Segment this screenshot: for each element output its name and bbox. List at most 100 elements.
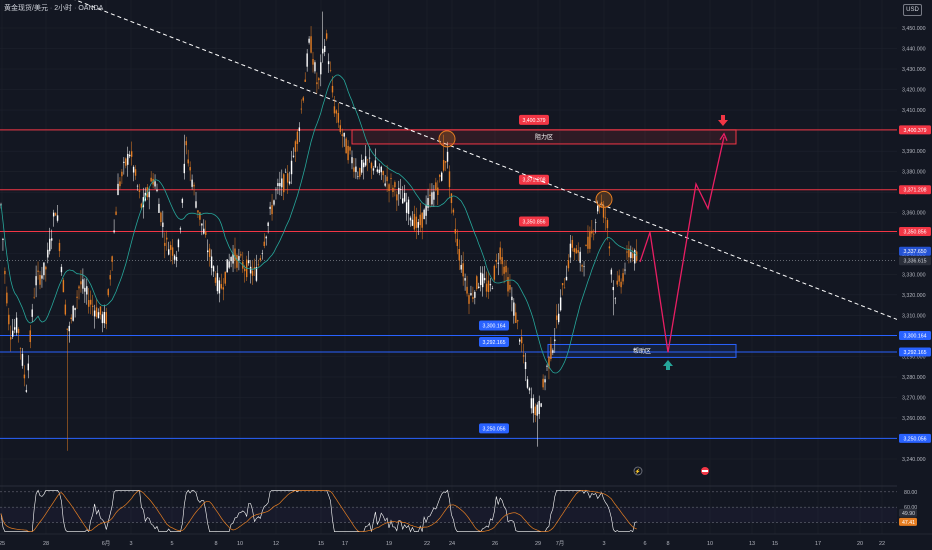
candle-body bbox=[480, 272, 482, 286]
candle-body bbox=[380, 166, 382, 173]
candle-body bbox=[249, 266, 252, 274]
symbol-name: 黄金现货/美元 bbox=[4, 5, 48, 12]
projection-path bbox=[639, 136, 725, 353]
candle-body bbox=[105, 312, 107, 325]
candle-body bbox=[333, 106, 336, 114]
candle-body bbox=[150, 177, 152, 182]
candle-body bbox=[93, 310, 96, 317]
candle-body bbox=[119, 181, 121, 187]
level-callout-box bbox=[519, 216, 549, 227]
candle-body bbox=[17, 329, 20, 334]
event-news-bar bbox=[702, 470, 708, 472]
last-price-tag bbox=[899, 256, 931, 266]
candle-body bbox=[325, 33, 328, 39]
time-tick-label: 24 bbox=[449, 541, 455, 547]
candle-body bbox=[372, 168, 375, 171]
candle-body bbox=[25, 390, 28, 392]
candle-body bbox=[501, 257, 503, 265]
candle-body bbox=[593, 233, 595, 235]
candle-body bbox=[52, 212, 55, 217]
candle-body bbox=[565, 276, 568, 281]
candle-body bbox=[177, 239, 180, 248]
candle-body bbox=[563, 287, 566, 289]
candle-body bbox=[49, 238, 51, 252]
time-tick-label: 6月 bbox=[102, 540, 111, 547]
candle-body bbox=[341, 134, 343, 136]
candle-body bbox=[39, 274, 41, 285]
candle-body bbox=[394, 182, 396, 188]
price-tick-label: 3,430.000 bbox=[902, 67, 926, 73]
candle-body bbox=[361, 159, 363, 173]
candle-body bbox=[335, 110, 338, 114]
price-tick-label: 3,440.000 bbox=[902, 47, 926, 53]
candle-body bbox=[433, 191, 435, 200]
price-tick-label: 3,360.000 bbox=[902, 211, 926, 217]
candle-body bbox=[43, 262, 45, 276]
candle-body bbox=[261, 253, 263, 254]
candle-body bbox=[507, 277, 509, 292]
time-tick-label: 26 bbox=[492, 541, 498, 547]
candle-body bbox=[546, 365, 548, 367]
candle-body bbox=[76, 296, 78, 298]
candle-body bbox=[322, 48, 324, 54]
candle-body bbox=[207, 250, 209, 253]
candle-body bbox=[253, 267, 256, 269]
candle-body bbox=[450, 193, 453, 203]
candle-body bbox=[195, 201, 197, 208]
level-callouts: 3,400.379 3,371.208 3,350.856 3,300.164 3,29… bbox=[479, 114, 549, 434]
candle-body bbox=[296, 131, 299, 144]
candle-body bbox=[23, 374, 26, 379]
candle-body bbox=[279, 183, 281, 187]
candle-body bbox=[129, 154, 131, 157]
time-tick-label: 28 bbox=[43, 541, 49, 547]
candle-body bbox=[376, 169, 379, 172]
candle-body bbox=[351, 157, 353, 164]
price-tick-label: 3,320.000 bbox=[902, 293, 926, 299]
candle-body bbox=[267, 222, 269, 226]
time-tick-label: 15 bbox=[318, 541, 324, 547]
candle-body bbox=[214, 277, 217, 283]
resistance-zone bbox=[351, 129, 737, 145]
candle-body bbox=[283, 174, 285, 193]
candle-body bbox=[347, 145, 349, 161]
candle-body bbox=[222, 287, 224, 290]
candle-body bbox=[355, 166, 357, 173]
rsi-value: 47.41 bbox=[902, 520, 915, 526]
candle-body bbox=[97, 312, 100, 319]
resistance-zone-label: 阻力区 bbox=[535, 133, 553, 141]
candle-body bbox=[251, 270, 254, 276]
candle-body bbox=[472, 297, 474, 299]
candle-body bbox=[444, 161, 447, 163]
price-axis-level-label: 3,371.208 bbox=[903, 188, 926, 194]
candle-body bbox=[111, 256, 113, 262]
last-price-label: 3,336.615 bbox=[903, 259, 926, 265]
candle-body bbox=[530, 398, 533, 409]
currency-button[interactable]: USD bbox=[903, 4, 922, 16]
candle-body bbox=[439, 174, 441, 177]
candle-body bbox=[448, 171, 451, 188]
level-callout-label: 3,300.164 bbox=[482, 324, 505, 330]
candle-body bbox=[329, 69, 332, 71]
candle-body bbox=[304, 79, 306, 82]
rsi-ma-line bbox=[0, 489, 637, 533]
candle-body bbox=[316, 82, 318, 85]
interval-label[interactable]: 2小时 bbox=[54, 5, 73, 12]
price-tick-label: 3,280.000 bbox=[902, 375, 926, 381]
candle-body bbox=[189, 167, 191, 171]
candle-body bbox=[534, 406, 536, 416]
candle-body bbox=[158, 203, 160, 213]
time-tick-label: 7月 bbox=[556, 540, 565, 547]
candle-body bbox=[581, 265, 583, 267]
candle-body bbox=[431, 192, 433, 205]
candle-body bbox=[154, 181, 156, 187]
price-axis-level-label: 3,400.379 bbox=[903, 128, 926, 134]
candle-body bbox=[173, 255, 176, 260]
candle-body bbox=[503, 266, 505, 274]
candle-body bbox=[452, 209, 455, 213]
candle-body bbox=[168, 249, 170, 255]
candle-body bbox=[99, 306, 102, 315]
candle-body bbox=[474, 291, 476, 298]
price-tick-label: 3,390.000 bbox=[902, 149, 926, 155]
